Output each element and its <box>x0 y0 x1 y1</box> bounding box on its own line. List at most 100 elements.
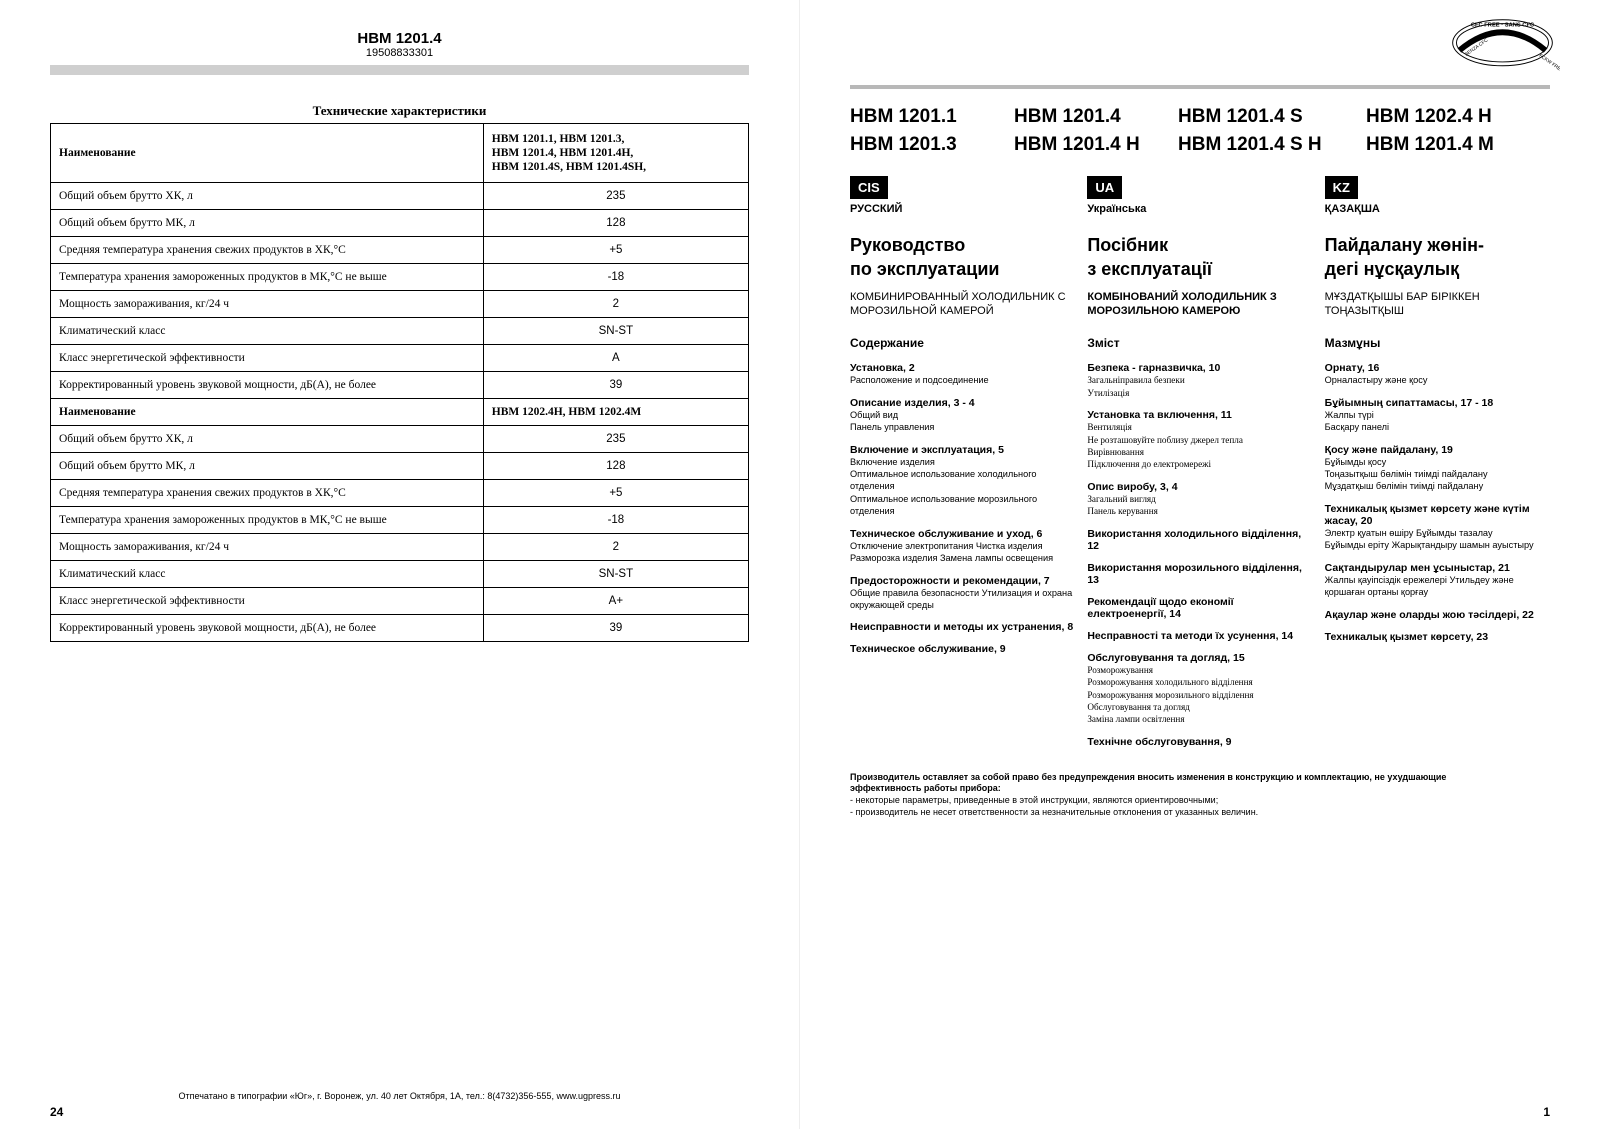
spec-value: SN-ST <box>483 318 748 345</box>
spec-name: Температура хранения замороженных продук… <box>51 507 484 534</box>
tech-spec-title: Технические характеристики <box>50 103 749 119</box>
spec-name: Класс энергетической эффективности <box>51 588 484 615</box>
toc-title: Установка та включення, 11 <box>1087 409 1312 421</box>
lang-badge-cis: CIS <box>850 176 888 199</box>
toc-title: Рекомендації щодо економії електроенергі… <box>1087 596 1312 620</box>
table-row: Корректированный уровень звуковой мощнос… <box>51 372 749 399</box>
spec-name: Мощность замораживания, кг/24 ч <box>51 291 484 318</box>
table-row: Мощность замораживания, кг/24 ч2 <box>51 291 749 318</box>
toc-title: Використання холодильного відділення, 12 <box>1087 528 1312 552</box>
toc-section: Техникалық қызмет көрсету және күтім жас… <box>1325 503 1550 552</box>
spec-value: 2 <box>483 534 748 561</box>
toc-section: Неисправности и методы их устранения, 8 <box>850 621 1075 633</box>
spec-value: -18 <box>483 507 748 534</box>
table-row: Климатический классSN-ST <box>51 561 749 588</box>
spec-name: Мощность замораживания, кг/24 ч <box>51 534 484 561</box>
spec-value: 235 <box>483 183 748 210</box>
toc-detail: Жалпы түрі Басқару панелі <box>1325 409 1550 434</box>
print-footer: Отпечатано в типографии «Юг», г. Воронеж… <box>0 1091 799 1101</box>
toc-section: Техническое обслуживание и уход, 6Отключ… <box>850 528 1075 565</box>
spec-name: Корректированный уровень звуковой мощнос… <box>51 372 484 399</box>
lang-name-ua: Українська <box>1087 203 1312 215</box>
toc-head-ua: Зміст <box>1087 336 1312 350</box>
spec-name: Общий объем брутто МК, л <box>51 210 484 237</box>
toc-title: Технічне обслуговування, 9 <box>1087 736 1312 748</box>
model-label: HBM 1201.4 M <box>1366 131 1550 159</box>
table-header-row-2: Наименование HBM 1202.4H, HBM 1202.4M <box>51 399 749 426</box>
lang-badge-kz: KZ <box>1325 176 1358 199</box>
table-row: Средняя температура хранения свежих прод… <box>51 237 749 264</box>
toc-title: Техническое обслуживание, 9 <box>850 643 1075 655</box>
col-models-1: HBM 1201.1, HBM 1201.3, HBM 1201.4, HBM … <box>483 124 748 183</box>
toc-section: Несправності та методи їх усунення, 14 <box>1087 630 1312 642</box>
toc-title: Використання морозильного відділення, 13 <box>1087 562 1312 586</box>
toc-section: Предосторожности и рекомендации, 7Общие … <box>850 575 1075 612</box>
toc-detail: Орналастыру және қосу <box>1325 374 1550 386</box>
toc-title: Предосторожности и рекомендации, 7 <box>850 575 1075 587</box>
toc-section: Орнату, 16Орналастыру және қосу <box>1325 362 1550 386</box>
toc-detail: Общие правила безопасности Утилизация и … <box>850 587 1075 612</box>
table-row: Температура хранения замороженных продук… <box>51 264 749 291</box>
models-grid: HBM 1201.1HBM 1201.4HBM 1201.4 SHBM 1202… <box>850 103 1550 158</box>
spec-value: -18 <box>483 264 748 291</box>
model-label: HBM 1201.1 <box>850 103 1010 131</box>
spec-table: Наименование HBM 1201.1, HBM 1201.3, HBM… <box>50 123 749 642</box>
toc-section: Техникалық қызмет көрсету, 23 <box>1325 631 1550 643</box>
cfc-free-logo: CFC FREE · SANS CFC SENZA CFC FCKW FREI <box>1445 14 1560 74</box>
language-columns: CIS РУССКИЙ Руководство по эксплуатации … <box>850 176 1550 758</box>
toc-detail: Электр қуатын өшіру Бұйымды тазалау Бұйы… <box>1325 527 1550 552</box>
spec-name: Корректированный уровень звуковой мощнос… <box>51 615 484 642</box>
spec-value: +5 <box>483 480 748 507</box>
toc-detail: Жалпы қауіпсіздік ережелері Утильдеу жән… <box>1325 574 1550 599</box>
toc-detail: Бұйымды қосу Тоңазытқыш бөлімін тиімді п… <box>1325 456 1550 493</box>
model-label: HBM 1201.4 S <box>1178 103 1362 131</box>
divider <box>50 65 749 75</box>
product-model: HBM 1201.4 <box>50 30 749 47</box>
table-row: Общий объем брутто МК, л128 <box>51 453 749 480</box>
spec-name: Класс энергетической эффективности <box>51 345 484 372</box>
guide-sub-cis: КОМБИНИРОВАННЫЙ ХОЛОДИЛЬНИК С МОРОЗИЛЬНО… <box>850 290 1075 319</box>
product-serial: 19508833301 <box>50 47 749 59</box>
spec-value: 39 <box>483 372 748 399</box>
model-label: HBM 1201.4 H <box>1014 131 1174 159</box>
toc-title: Безпека - гарназвичка, 10 <box>1087 362 1312 374</box>
page-number: 1 <box>1543 1105 1550 1119</box>
spec-value: 128 <box>483 453 748 480</box>
spec-value: +5 <box>483 237 748 264</box>
toc-title: Опис виробу, 3, 4 <box>1087 481 1312 493</box>
divider <box>850 85 1550 89</box>
lang-name-kz: ҚАЗАҚША <box>1325 203 1550 215</box>
spec-name: Общий объем брутто МК, л <box>51 453 484 480</box>
lang-name-cis: РУССКИЙ <box>850 203 1075 215</box>
disclaimer: Производитель оставляет за собой право б… <box>850 772 1550 819</box>
toc-title: Несправності та методи їх усунення, 14 <box>1087 630 1312 642</box>
toc-title: Неисправности и методы их устранения, 8 <box>850 621 1075 633</box>
toc-title: Орнату, 16 <box>1325 362 1550 374</box>
toc-detail: Загальний вигляд Панель керування <box>1087 493 1312 518</box>
toc-title: Бұйымның сипаттамасы, 17 - 18 <box>1325 397 1550 409</box>
col-ua: UA Українська Посібник з експлуатації КО… <box>1087 176 1312 758</box>
toc-detail: Вентиляція Не розташовуйте поблизу джере… <box>1087 421 1312 471</box>
table-row: Мощность замораживания, кг/24 ч2 <box>51 534 749 561</box>
toc-title: Қосу және пайдалану, 19 <box>1325 444 1550 456</box>
table-row: Средняя температура хранения свежих прод… <box>51 480 749 507</box>
left-page: HBM 1201.4 19508833301 Технические харак… <box>0 0 800 1129</box>
spec-value: SN-ST <box>483 561 748 588</box>
toc-head-kz: Мазмұны <box>1325 336 1550 350</box>
toc-title: Техникалық қызмет көрсету, 23 <box>1325 631 1550 643</box>
table-row: Класс энергетической эффективностиA+ <box>51 588 749 615</box>
col-kz: KZ ҚАЗАҚША Пайдалану жөнін- дегі нұсқаул… <box>1325 176 1550 758</box>
spec-name: Климатический класс <box>51 561 484 588</box>
model-label: HBM 1202.4 H <box>1366 103 1550 131</box>
model-label: HBM 1201.3 <box>850 131 1010 159</box>
toc-section: Бұйымның сипаттамасы, 17 - 18Жалпы түрі … <box>1325 397 1550 434</box>
toc-detail: Отключение электропитания Чистка изделия… <box>850 540 1075 565</box>
spec-value: A <box>483 345 748 372</box>
toc-detail: Розморожування Розморожування холодильно… <box>1087 664 1312 726</box>
guide-title-ua: Посібник з експлуатації <box>1087 233 1312 282</box>
toc-section: Обслуговування та догляд, 15Розморожуван… <box>1087 652 1312 726</box>
model-label: HBM 1201.4 S H <box>1178 131 1362 159</box>
col-cis: CIS РУССКИЙ Руководство по эксплуатации … <box>850 176 1075 758</box>
toc-title: Техническое обслуживание и уход, 6 <box>850 528 1075 540</box>
toc-section: Використання холодильного відділення, 12 <box>1087 528 1312 552</box>
